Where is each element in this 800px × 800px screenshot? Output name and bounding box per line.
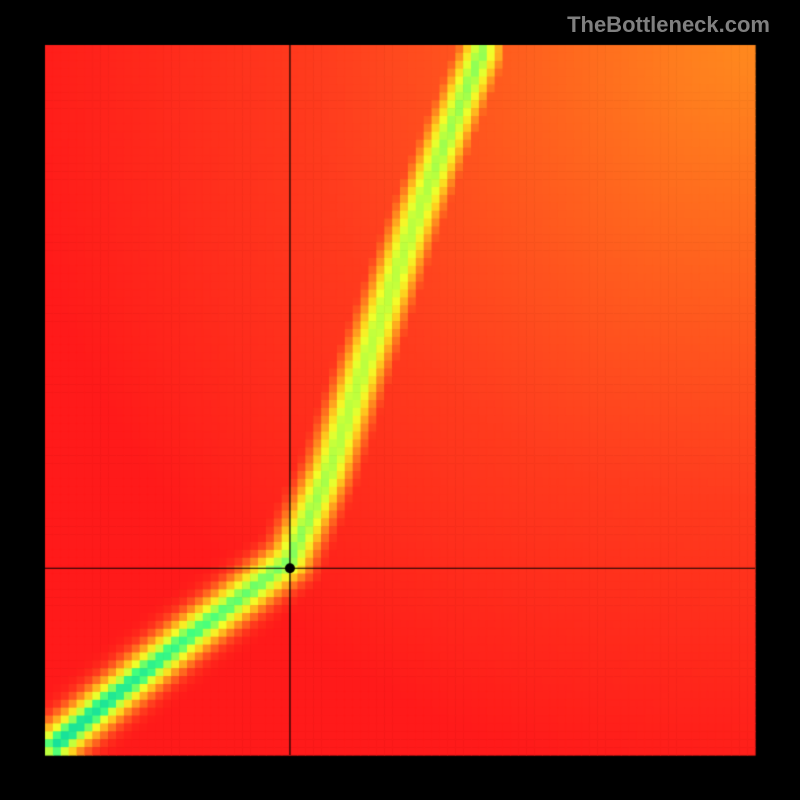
chart-container: TheBottleneck.com bbox=[0, 0, 800, 800]
watermark-text: TheBottleneck.com bbox=[567, 12, 770, 38]
heatmap-canvas bbox=[0, 0, 800, 800]
